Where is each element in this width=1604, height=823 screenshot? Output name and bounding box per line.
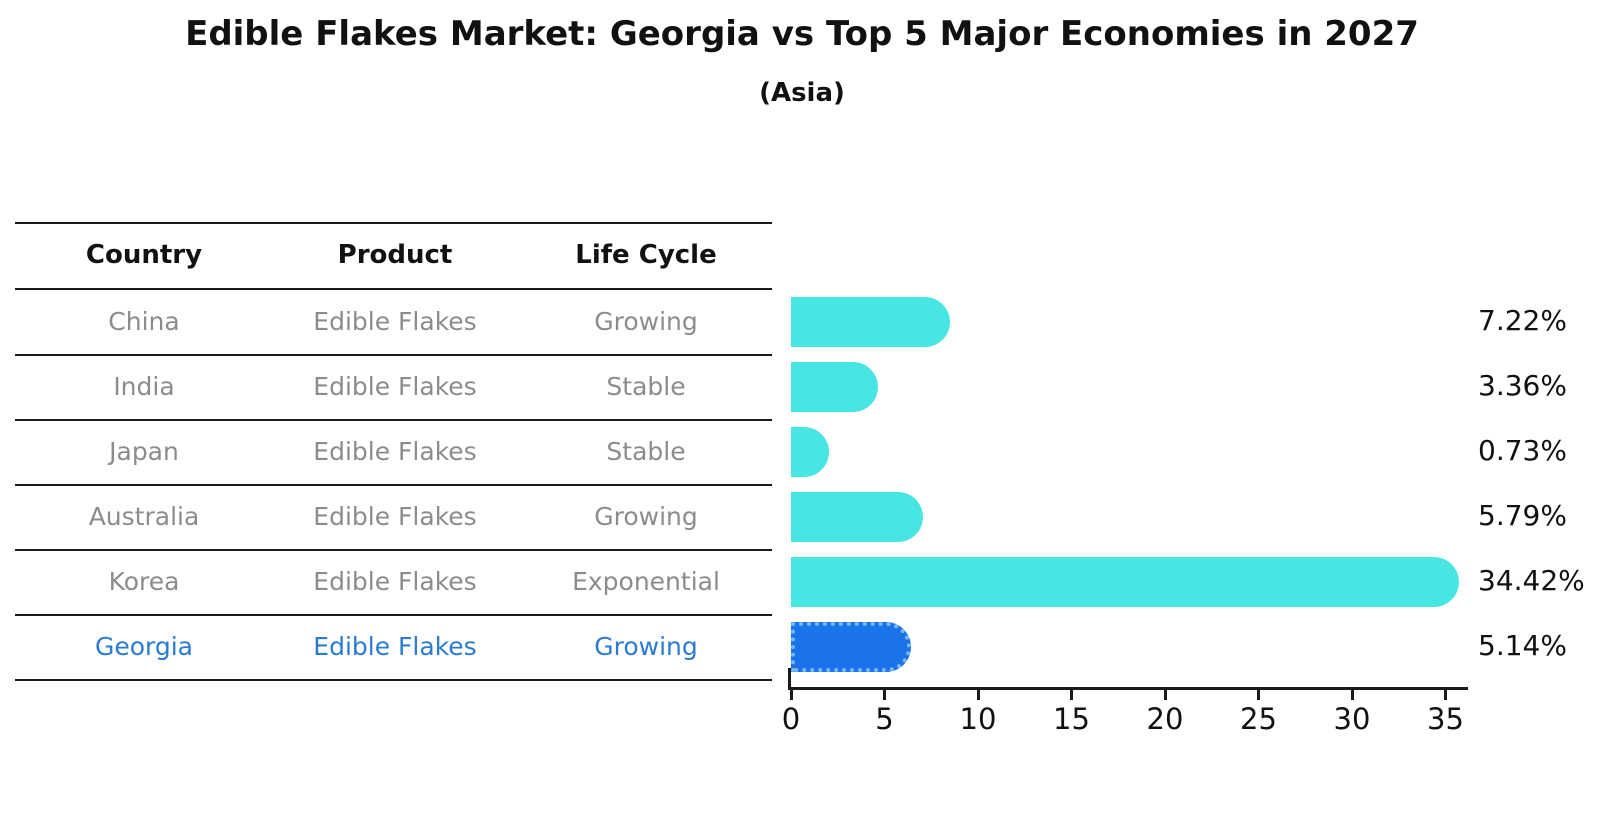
table-header-row: Country Product Life Cycle xyxy=(0,223,772,288)
table-row-korea: Korea Edible Flakes Exponential xyxy=(0,549,772,614)
x-tick-label: 20 xyxy=(1146,702,1184,736)
cell-life-cycle: Exponential xyxy=(572,567,720,596)
x-tick-mark xyxy=(789,690,793,700)
table-rule xyxy=(15,679,772,681)
cell-life-cycle: Growing xyxy=(594,502,698,531)
x-tick-label: 35 xyxy=(1427,702,1464,736)
bar-australia xyxy=(791,492,924,542)
x-tick-mark xyxy=(883,690,886,700)
table-rule xyxy=(15,549,772,551)
value-label-australia: 5.79% xyxy=(1478,499,1567,532)
table-row-australia: Australia Edible Flakes Growing xyxy=(0,484,772,549)
column-header-product: Product xyxy=(337,240,453,270)
x-tick-label: 10 xyxy=(959,702,997,736)
table-rule xyxy=(15,354,772,356)
table-row-india: India Edible Flakes Stable xyxy=(0,354,772,419)
column-header-country: Country xyxy=(85,240,203,270)
table-rule xyxy=(15,222,772,224)
table-rule xyxy=(15,288,772,290)
table-row-china: China Edible Flakes Growing xyxy=(0,289,772,354)
cell-product: Edible Flakes xyxy=(313,632,477,661)
cell-product: Edible Flakes xyxy=(313,307,477,336)
x-tick-label: 5 xyxy=(875,702,894,736)
value-label-korea: 34.42% xyxy=(1478,564,1585,597)
cell-life-cycle: Stable xyxy=(606,437,686,466)
value-label-georgia: 5.14% xyxy=(1478,629,1567,662)
table-row-georgia: Georgia Edible Flakes Growing xyxy=(0,614,772,679)
table-rule xyxy=(15,419,772,421)
x-tick-label: 25 xyxy=(1240,702,1277,736)
table-rule xyxy=(15,614,772,616)
x-tick-mark xyxy=(1350,690,1354,700)
cell-life-cycle: Growing xyxy=(594,307,698,336)
chart-title: Edible Flakes Market: Georgia vs Top 5 M… xyxy=(185,14,1419,54)
bar-japan xyxy=(791,427,829,477)
table-row-japan: Japan Edible Flakes Stable xyxy=(0,419,772,484)
cell-product: Edible Flakes xyxy=(313,567,477,596)
bar-china xyxy=(791,297,950,347)
x-tick-mark xyxy=(1163,690,1167,700)
cell-country: China xyxy=(108,307,180,336)
cell-country: Australia xyxy=(88,502,200,531)
chart-subtitle: (Asia) xyxy=(759,78,845,108)
cell-product: Edible Flakes xyxy=(313,437,477,466)
cell-life-cycle: Stable xyxy=(606,372,686,401)
x-tick-label: 15 xyxy=(1053,702,1090,736)
bar-korea xyxy=(791,557,1459,607)
cell-product: Edible Flakes xyxy=(313,502,477,531)
cell-country: Georgia xyxy=(94,632,194,661)
cell-product: Edible Flakes xyxy=(313,372,477,401)
bar-india xyxy=(791,362,878,412)
x-tick-mark xyxy=(1257,690,1260,700)
x-tick-mark xyxy=(1444,690,1447,700)
value-label-japan: 0.73% xyxy=(1478,434,1567,467)
x-tick-label: 30 xyxy=(1333,702,1371,736)
column-header-life-cycle: Life Cycle xyxy=(575,240,717,270)
table-rule xyxy=(15,484,772,486)
cell-country: Korea xyxy=(108,567,180,596)
cell-life-cycle: Growing xyxy=(594,632,698,661)
cell-country: Japan xyxy=(109,437,179,466)
value-label-china: 7.22% xyxy=(1478,304,1567,337)
x-tick-label: 0 xyxy=(781,702,801,736)
value-label-india: 3.36% xyxy=(1478,369,1567,402)
x-tick-mark xyxy=(1070,690,1073,700)
x-axis-line xyxy=(788,687,1468,690)
bar-georgia xyxy=(791,622,912,672)
y-axis-spine xyxy=(788,668,791,689)
cell-country: India xyxy=(113,372,175,401)
x-tick-mark xyxy=(976,690,980,700)
